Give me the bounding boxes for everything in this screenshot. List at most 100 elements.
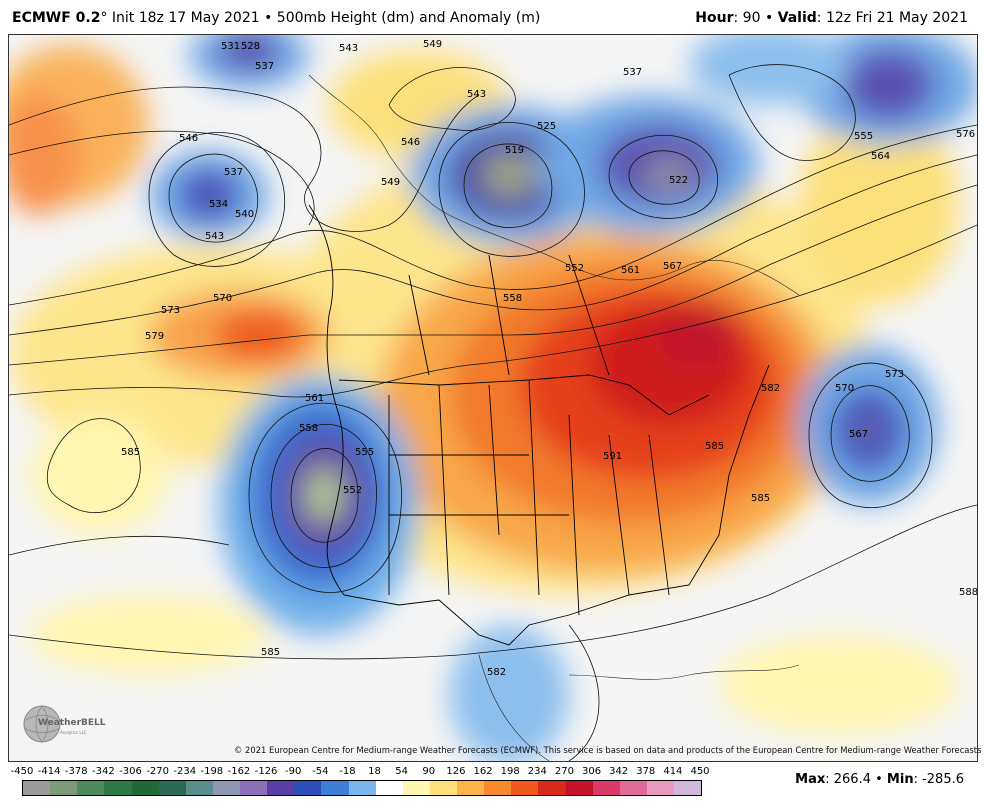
model-name: ECMWF 0.2	[12, 10, 101, 26]
contour-label: 534	[209, 199, 228, 210]
contour-label: 519	[505, 145, 524, 156]
colorbar-swatch	[267, 781, 295, 795]
contour-label: 552	[343, 485, 362, 496]
colorbar-swatch	[50, 781, 78, 795]
contour-label: 522	[669, 175, 688, 186]
coastlines	[308, 74, 800, 761]
colorbar-swatch	[294, 781, 322, 795]
contour-label: 543	[467, 89, 486, 100]
contour-label: 570	[213, 293, 232, 304]
contour-label: 543	[339, 43, 358, 54]
colorbar-legend: -450 -414 -378 -342 -306 -270 -234 -198 -162 -126…	[11, 766, 710, 808]
contour-label: 585	[705, 441, 724, 452]
contour-label: 552	[565, 263, 584, 274]
colorbar-tick-label: 198	[500, 766, 520, 777]
hour-label: Hour	[695, 10, 734, 26]
forecast-time: Hour: 90 • Valid: 12z Fri 21 May 2021	[695, 10, 968, 26]
colorbar-tick-label: 270	[554, 766, 574, 777]
valid-label: Valid	[777, 10, 817, 26]
contour-label: 576	[956, 129, 975, 140]
contour-label: 573	[885, 369, 904, 380]
colorbar-tick-label: -126	[254, 766, 278, 777]
colorbar-swatch	[104, 781, 132, 795]
contour-label: 525	[537, 121, 556, 132]
contour-label: 579	[145, 331, 164, 342]
min-value: : -285.6	[913, 772, 964, 787]
colorbar-tick-label: -378	[64, 766, 88, 777]
contour-label: 555	[355, 447, 374, 458]
contour-label: 570	[835, 383, 854, 394]
colorbar-swatch	[674, 781, 702, 795]
contour-label: 546	[179, 133, 198, 144]
degree-symbol: °	[100, 10, 108, 26]
valid-value: : 12z Fri 21 May 2021	[816, 10, 968, 26]
colorbar-tick-label: 414	[663, 766, 683, 777]
globe-icon	[23, 705, 61, 743]
max-label: Max	[795, 772, 826, 787]
colorbar	[22, 780, 702, 796]
colorbar-tick-label: 126	[446, 766, 466, 777]
contour-label: 537	[255, 61, 274, 72]
colorbar-swatch	[592, 781, 620, 795]
logo-text: WeatherBELL	[38, 718, 106, 728]
contour-label: 537	[224, 167, 243, 178]
colorbar-swatch	[348, 781, 376, 795]
colorbar-tick-labels: -450 -414 -378 -342 -306 -270 -234 -198 -162 -126…	[11, 766, 710, 780]
contour-label: 585	[121, 447, 140, 458]
colorbar-swatch	[375, 781, 403, 795]
colorbar-swatch	[484, 781, 512, 795]
contour-label: 588	[959, 587, 977, 598]
colorbar-tick-label: -234	[173, 766, 197, 777]
colorbar-tick-label: -198	[200, 766, 224, 777]
map-panel: 531 528 537 543 549 543 546 549 525 519 …	[8, 34, 978, 762]
colorbar-swatch	[538, 781, 566, 795]
weatherbell-logo: WeatherBELL Analytics LLC	[20, 700, 110, 748]
contour-label: 573	[161, 305, 180, 316]
colorbar-tick-label: 306	[581, 766, 602, 777]
colorbar-swatch	[511, 781, 539, 795]
max-min-readout: Max: 266.4 • Min: -285.6	[795, 772, 964, 787]
contour-label: 564	[871, 151, 890, 162]
colorbar-swatch	[131, 781, 159, 795]
chart-title: ECMWF 0.2° Init 18z 17 May 2021 • 500mb …	[12, 10, 540, 26]
init-description: Init 18z 17 May 2021 • 500mb Height (dm)…	[107, 10, 541, 26]
colorbar-tick-label: -18	[339, 766, 356, 777]
contour-label: 591	[603, 451, 622, 462]
contour-label: 537	[623, 67, 642, 78]
contour-label: 549	[381, 177, 400, 188]
colorbar-swatch	[429, 781, 457, 795]
colorbar-tick-label: -342	[92, 766, 115, 777]
contour-label: 567	[849, 429, 868, 440]
colorbar-swatch	[23, 781, 51, 795]
contour-label: 558	[503, 293, 522, 304]
anomaly-shading	[9, 35, 977, 761]
contour-label: 549	[423, 39, 442, 50]
colorbar-tick-label: -306	[119, 766, 142, 777]
colorbar-swatch	[185, 781, 213, 795]
colorbar-tick-label: 450	[690, 766, 710, 777]
contour-label: 585	[261, 647, 280, 658]
contour-label: 540	[235, 209, 254, 220]
contour-label: 546	[401, 137, 420, 148]
anomaly-map: 531 528 537 543 549 543 546 549 525 519 …	[9, 35, 977, 761]
colorbar-tick-label: -270	[146, 766, 169, 777]
colorbar-tick-label: 162	[473, 766, 493, 777]
colorbar-swatch	[77, 781, 105, 795]
colorbar-tick-label: 378	[636, 766, 656, 777]
contour-label: 567	[663, 261, 682, 272]
colorbar-tick-label: 54	[395, 766, 409, 777]
contour-label: 582	[487, 667, 506, 678]
hour-value: : 90 •	[733, 10, 778, 26]
contour-label: 543	[205, 231, 224, 242]
contour-label: 585	[751, 493, 770, 504]
colorbar-tick-label: -162	[227, 766, 251, 777]
copyright-notice: © 2021 European Centre for Medium-range …	[234, 745, 984, 755]
contour-label: 555	[854, 131, 873, 142]
min-label: Min	[886, 772, 914, 787]
colorbar-swatch	[240, 781, 268, 795]
contour-label: 531	[221, 41, 240, 52]
political-borders	[308, 204, 770, 646]
colorbar-swatch	[646, 781, 674, 795]
colorbar-tick-label: 342	[609, 766, 629, 777]
colorbar-tick-label: -414	[37, 766, 61, 777]
